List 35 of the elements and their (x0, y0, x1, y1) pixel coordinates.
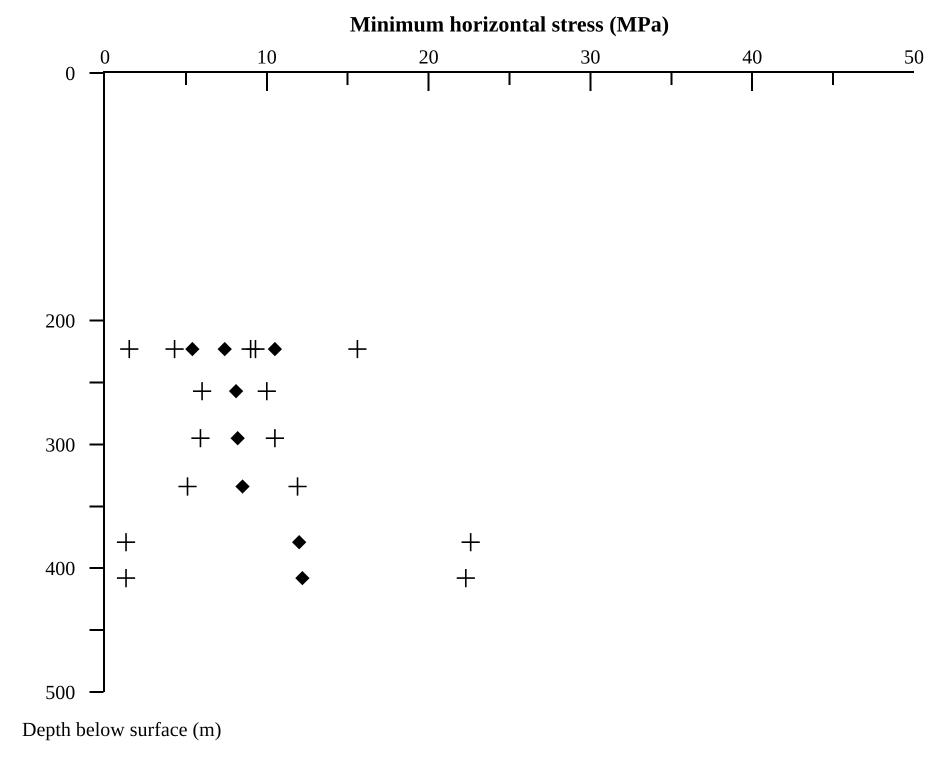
point (295, 570, 310, 586)
y-tick-label: 400 (45, 558, 76, 580)
point (456, 568, 476, 588)
point (268, 342, 282, 356)
point (164, 339, 184, 359)
point (228, 384, 244, 398)
point (264, 428, 285, 448)
point (190, 428, 210, 448)
point (460, 532, 481, 552)
point (256, 381, 277, 402)
x-tick-label: 50 (904, 46, 924, 68)
point (348, 339, 368, 359)
point (218, 342, 232, 356)
point (192, 381, 212, 402)
point (292, 535, 306, 550)
x-axis-title: Minimum horizontal stress (MPa) (350, 12, 670, 37)
y-tick-label: 0 (65, 63, 76, 85)
point (116, 532, 136, 552)
x-tick-label: 40 (742, 46, 762, 68)
point (288, 476, 308, 496)
x-tick-label: 0 (100, 46, 110, 68)
point (116, 568, 136, 588)
x-tick-label: 30 (580, 46, 600, 68)
point (230, 431, 245, 446)
y-tick-label: 500 (45, 682, 76, 704)
point (119, 339, 140, 359)
y-axis-title: Depth below surface (m) (22, 719, 222, 741)
y-tick-label: 300 (45, 434, 76, 456)
point (235, 479, 250, 494)
point (178, 476, 198, 496)
x-tick-label: 10 (256, 46, 277, 68)
point (246, 339, 266, 359)
point (185, 342, 200, 356)
x-tick-label: 20 (418, 46, 439, 68)
y-tick-label: 200 (45, 310, 76, 333)
